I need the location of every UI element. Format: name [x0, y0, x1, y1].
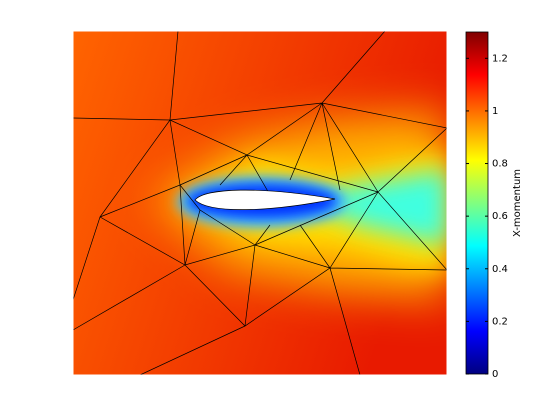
flow-field [73, 31, 447, 375]
airfoil [194, 189, 336, 211]
tick-label: 0 [492, 369, 498, 380]
mesh [73, 31, 447, 375]
plot-frame [72, 30, 448, 376]
tick-label: 1.2 [492, 53, 508, 64]
tick-label: 0.2 [492, 316, 508, 327]
tick-label: 0.8 [492, 159, 508, 170]
tick-label: 0.4 [492, 264, 508, 275]
colorbar-scale [465, 31, 489, 375]
colorbar-label: X-momentum [512, 169, 523, 237]
colorbar: 0 0.2 0.4 0.6 0.8 1 1.2 [465, 31, 508, 380]
tick-label: 0.6 [492, 211, 508, 222]
tick-label: 1 [492, 106, 498, 117]
